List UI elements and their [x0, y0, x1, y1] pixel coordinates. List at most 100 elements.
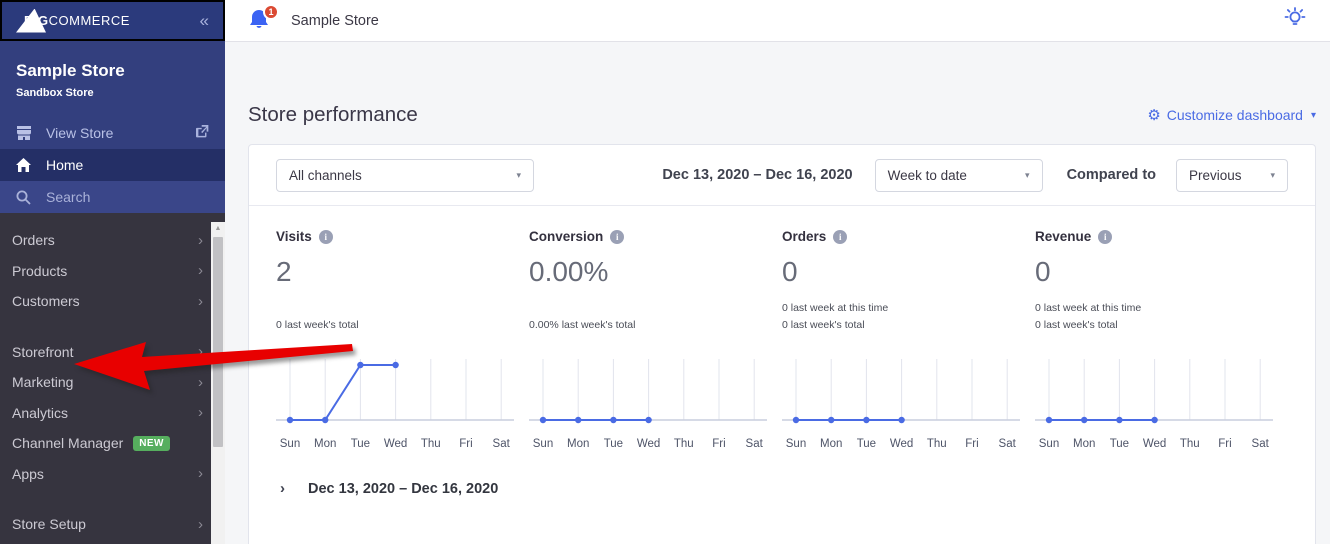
logo-text-big: BIG [24, 13, 49, 28]
metric-value: 0 [782, 256, 798, 287]
chart-line [290, 364, 396, 421]
day-label: Sun [785, 438, 807, 450]
day-label: Sun [279, 438, 301, 450]
sidebar-item-orders[interactable]: Orders › [0, 225, 225, 256]
nav-label: Apps [12, 465, 44, 482]
search-label: Search [46, 189, 91, 205]
sidebar-item-apps[interactable]: Apps › [0, 459, 225, 490]
day-label: Wed [636, 438, 661, 450]
sidebar-item-home[interactable]: Home [0, 149, 225, 181]
sidebar-item-marketing[interactable]: Marketing › [0, 367, 225, 398]
storefront-icon [16, 126, 34, 140]
sidebar-item-analytics[interactable]: Analytics › [0, 398, 225, 429]
period-select-value: Week to date [887, 167, 967, 183]
day-label: Sat [492, 438, 510, 450]
day-label: Mon [314, 438, 337, 450]
info-icon[interactable]: i [610, 229, 625, 244]
scrollbar-thumb[interactable] [213, 237, 223, 447]
customize-dashboard-button[interactable]: ⚙ Customize dashboard ▾ [1147, 106, 1316, 124]
chevron-right-icon: › [198, 262, 203, 280]
metric-sub-top [276, 302, 529, 319]
day-label: Thu [420, 438, 441, 450]
sparkline-plot [782, 359, 1020, 424]
chevron-right-icon: › [198, 515, 203, 533]
metric-sub-top [529, 302, 782, 319]
chart-point [1116, 416, 1123, 424]
info-icon[interactable]: i [1098, 229, 1113, 244]
day-label: Sun [532, 438, 554, 450]
filter-row: All channels ▾ Dec 13, 2020 – Dec 16, 20… [276, 145, 1288, 205]
day-label: Sat [1251, 438, 1269, 450]
caret-down-icon: ▾ [1270, 169, 1275, 180]
day-label: Fri [965, 438, 979, 450]
day-label: Wed [889, 438, 914, 450]
chart-point [1081, 416, 1088, 424]
chart-point [898, 416, 905, 424]
day-label: Thu [926, 438, 947, 450]
nav-label: Marketing [12, 374, 74, 391]
sidebar-item-search[interactable]: Search [0, 181, 225, 213]
sidebar-nav: Orders › Products › Customers › Storefro… [0, 213, 225, 540]
chart-point [1045, 416, 1053, 424]
day-label: Fri [459, 438, 473, 450]
sidebar-item-customers[interactable]: Customers › [0, 286, 225, 317]
store-name: Sample Store [16, 61, 125, 80]
sidebar-scrollbar[interactable]: ▲ [211, 222, 225, 544]
metric-visits: Visits i 2 0 last week's total [276, 229, 529, 335]
chart-day-labels: Sun Mon Tue Wed Thu Fri Sat [1035, 438, 1275, 454]
new-badge: NEW [133, 435, 170, 451]
chart-point [322, 416, 329, 424]
expand-row-chevron-icon[interactable]: › [280, 480, 285, 497]
sidebar-item-storefront[interactable]: Storefront › [0, 337, 225, 368]
view-store-label: View Store [46, 125, 114, 141]
day-label: Tue [603, 438, 624, 450]
chart-point [828, 416, 835, 424]
chevron-right-icon: › [198, 343, 203, 361]
day-label: Mon [820, 438, 843, 450]
metric-value: 0.00% [529, 256, 609, 287]
day-label: Sat [998, 438, 1016, 450]
search-icon [16, 190, 34, 205]
gear-icon: ⚙ [1147, 107, 1161, 124]
logo-text-commerce: COMMERCE [48, 13, 130, 28]
charts-row: Sun Mon Tue Wed Thu Fri Sat Sun Mon Tue Wed Thu Fri… [276, 353, 1288, 454]
chart-point [357, 361, 364, 369]
metric-sub-bottom: 0 last week's total [1035, 318, 1118, 331]
nav-label: Store Setup [12, 516, 86, 533]
period-select[interactable]: Week to date ▾ [874, 158, 1043, 192]
nav-label: Orders [12, 232, 55, 249]
channel-select[interactable]: All channels ▾ [276, 158, 534, 192]
bottom-date-range: Dec 13, 2020 – Dec 16, 2020 [308, 480, 499, 497]
chart-point [1151, 416, 1158, 424]
card-divider [249, 205, 1315, 206]
bigcommerce-logo[interactable]: BIG COMMERCE [16, 8, 130, 33]
chart-point [539, 416, 547, 424]
sidebar-item-store-setup[interactable]: Store Setup › [0, 509, 225, 540]
conversion-sparkline-chart: Sun Mon Tue Wed Thu Fri Sat [529, 353, 769, 454]
chevron-right-icon: › [198, 465, 203, 483]
sidebar-item-products[interactable]: Products › [0, 256, 225, 287]
day-label: Tue [350, 438, 371, 450]
chart-day-labels: Sun Mon Tue Wed Thu Fri Sat [276, 438, 516, 454]
info-icon[interactable]: i [318, 229, 333, 244]
day-label: Wed [1142, 438, 1167, 450]
day-label: Mon [1073, 438, 1096, 450]
revenue-sparkline-chart: Sun Mon Tue Wed Thu Fri Sat [1035, 353, 1275, 454]
store-performance-card: All channels ▾ Dec 13, 2020 – Dec 16, 20… [248, 144, 1316, 544]
compared-to-label: Compared to [1066, 167, 1156, 183]
notifications-bell-icon[interactable]: 1 [247, 3, 279, 34]
nav-label: Channel Manager [12, 435, 124, 452]
lightbulb-tips-icon[interactable] [1282, 5, 1308, 36]
metric-label: Conversion [529, 229, 604, 244]
collapse-sidebar-icon[interactable]: « [199, 10, 209, 30]
date-range-label: Dec 13, 2020 – Dec 16, 2020 [662, 167, 853, 183]
sidebar-item-view-store[interactable]: View Store [0, 117, 225, 149]
compare-select[interactable]: Previous ▾ [1176, 158, 1288, 192]
day-label: Thu [673, 438, 694, 450]
info-icon[interactable]: i [833, 229, 848, 244]
chevron-right-icon: › [198, 292, 203, 310]
metric-value: 0 [1035, 256, 1051, 287]
scrollbar-up-arrow-icon[interactable]: ▲ [214, 225, 222, 232]
sidebar-item-channel-manager[interactable]: Channel Manager NEW [0, 428, 225, 459]
nav-section-gap [0, 489, 225, 509]
